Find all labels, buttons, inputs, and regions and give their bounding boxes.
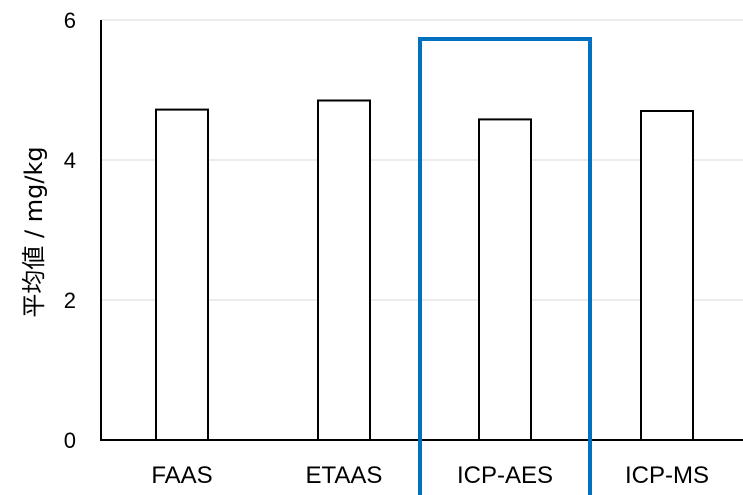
bar-etaas (317, 99, 371, 441)
bars (155, 99, 694, 442)
highlight-box (418, 37, 592, 495)
y-tick-labels: 0 2 4 6 (64, 8, 76, 453)
y-tick-label-0: 0 (64, 428, 76, 453)
category-labels: FAAS ETAAS ICP-AES ICP-MS (151, 462, 709, 489)
y-tick-label-1: 2 (64, 288, 76, 313)
category-label-faas: FAAS (151, 462, 212, 489)
highlight-overlay (418, 37, 592, 495)
y-tick-label-2: 4 (64, 148, 76, 173)
category-label-icp-aes: ICP-AES (457, 462, 553, 489)
y-tick-label-3: 6 (64, 8, 76, 33)
bar-faas (155, 108, 209, 441)
category-label-etaas: ETAAS (306, 462, 383, 489)
category-label-icp-ms: ICP-MS (625, 462, 709, 489)
bar-icp-aes (478, 118, 532, 442)
y-axis-title: 平均値 / mg/kg (20, 146, 48, 317)
bar-icp-ms (640, 110, 694, 441)
